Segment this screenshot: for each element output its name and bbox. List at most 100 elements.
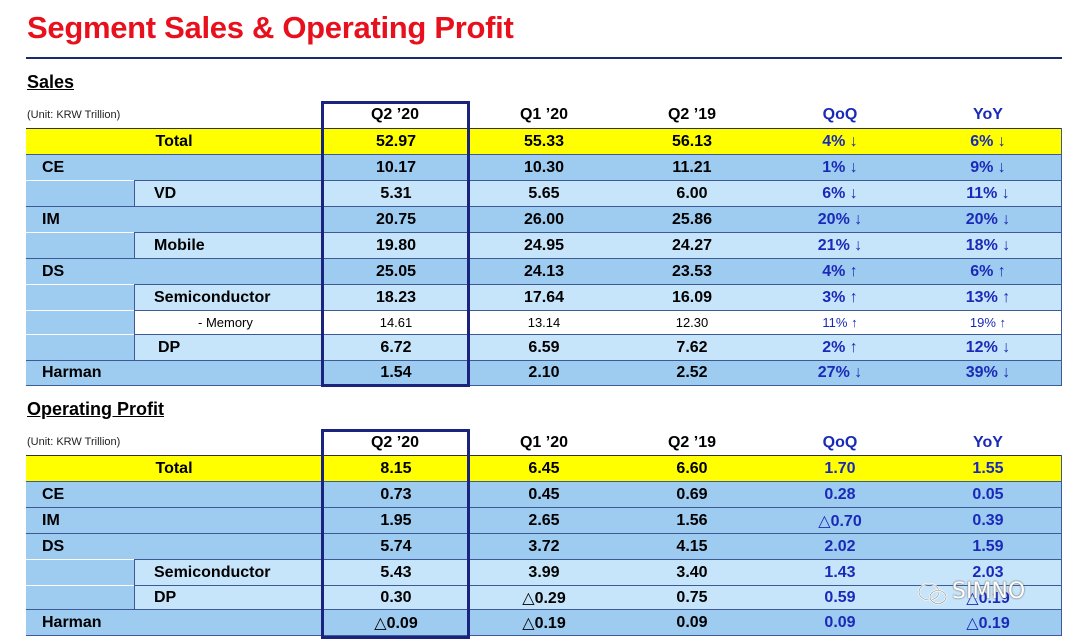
op-col-yoy: YoY [973,434,1003,451]
value-qoq: 20% ↓ [817,210,863,228]
value-yoy: 1.59 [972,537,1004,555]
value-q2-20: 19.80 [375,236,417,254]
value-qoq: 2% ↑ [822,338,858,356]
value-q2-19: 3.40 [676,563,708,581]
row-label: Total [155,459,193,477]
op-row-ce: CE 0.73 0.45 0.69 0.28 0.05 [26,482,1062,507]
row-label: IM [42,511,60,529]
value-yoy: 6% ↑ [970,262,1006,280]
value-q2-19: 11.21 [672,158,712,176]
sales-row-im: IM 20.75 26.00 25.86 20% ↓ 20% ↓ [26,207,1062,232]
value-q1-20: 3.99 [528,563,560,581]
value-yoy: 13% ↑ [965,288,1011,306]
value-q2-19: 0.75 [676,588,708,606]
value-qoq: 1% ↓ [822,158,858,176]
value-q2-19: 24.27 [671,236,713,254]
row-label: DS [42,537,65,555]
value-q1-20: 17.64 [523,288,565,306]
value-q1-20: 3.72 [528,537,560,555]
value-q2-19: 4.15 [676,537,708,555]
value-yoy: 11% ↓ [966,184,1010,202]
sales-col-q2-20: Q2 ’20 [370,106,420,123]
value-yoy: 2.03 [972,563,1004,581]
value-qoq: 27% ↓ [817,364,863,381]
op-col-qoq: QoQ [822,434,858,451]
row-label: DS [42,262,65,280]
watermark-text: SIMNO [952,579,1026,604]
value-q2-19: 12.30 [675,315,709,330]
value-yoy: 9% ↓ [970,158,1006,176]
row-label: DP [154,588,177,606]
row-label: Harman [42,364,102,381]
sales-row-harman: Harman 1.54 2.10 2.52 27% ↓ 39% ↓ [26,361,1062,385]
row-label: VD [154,184,177,202]
op-row-im: IM 1.95 2.65 1.56 △0.70 0.39 [26,508,1062,533]
sales-heading: Sales [27,72,75,92]
value-q2-20: 52.97 [375,132,417,150]
value-q2-20: 14.61 [379,315,413,330]
value-q2-20: 20.75 [375,210,417,228]
row-label: Harman [42,613,102,631]
op-row-total: Total 8.15 6.45 6.60 1.70 1.55 [26,456,1062,481]
value-q2-20: 18.23 [375,288,417,306]
value-q1-20: 13.14 [527,315,561,330]
value-qoq: 0.09 [824,613,856,631]
op-row-harman: Harman △0.09 △0.19 0.09 0.09 △0.19 [26,610,1062,635]
row-label: DP [158,338,181,356]
value-qoq: 0.59 [824,588,856,606]
row-label: CE [42,485,65,503]
value-yoy: 12% ↓ [965,338,1011,356]
value-q2-19: 6.00 [676,184,708,202]
value-qoq: 1.70 [824,459,856,477]
value-q2-20: 0.30 [380,588,412,606]
value-q2-19: 6.60 [676,459,708,477]
value-q2-20: 1.54 [380,364,412,381]
title-rule [26,57,1062,59]
value-yoy: 20% ↓ [965,210,1011,228]
value-qoq: 4% ↓ [822,132,858,150]
value-qoq: 4% ↑ [822,262,858,280]
value-yoy: 19% ↑ [969,315,1007,330]
op-col-q1-20: Q1 ’20 [519,434,569,451]
sales-row-mobile: Mobile 19.80 24.95 24.27 21% ↓ 18% ↓ [26,233,1062,258]
sales-row-vd: VD 5.31 5.65 6.00 6% ↓ 11% ↓ [26,181,1062,206]
value-q2-19: 0.09 [676,613,708,631]
value-yoy: △0.19 [966,589,1010,607]
value-q2-19: 56.13 [671,132,713,150]
value-qoq: 11% ↑ [822,315,858,330]
value-q1-20: 2.10 [528,364,560,381]
row-label: Total [155,132,193,150]
sales-col-yoy: YoY [973,106,1003,123]
value-qoq: 3% ↑ [822,288,858,306]
value-yoy: 39% ↓ [965,364,1011,381]
sales-col-q1-20: Q1 ’20 [519,106,569,123]
value-q2-20: 0.73 [380,485,412,503]
value-q1-20: △0.19 [522,614,566,632]
value-q2-20: 25.05 [375,262,417,280]
row-label: Semiconductor [154,288,271,306]
op-heading: Operating Profit [27,399,165,419]
value-q2-20: 8.15 [380,459,412,477]
op-unit: (Unit: KRW Trillion) [27,436,121,448]
op-col-q2-19: Q2 ’19 [667,434,717,451]
sales-col-qoq: QoQ [822,106,858,123]
value-qoq: 21% ↓ [817,236,863,254]
value-qoq: 1.43 [824,563,856,581]
value-q1-20: 55.33 [523,132,565,150]
sales-row-ce: CE 10.17 10.30 11.21 1% ↓ 9% ↓ [26,155,1062,180]
value-q2-20: △0.09 [374,614,418,632]
value-yoy: 1.55 [972,459,1004,477]
value-q2-20: 6.72 [380,338,412,356]
sales-row-semiconductor: Semiconductor 18.23 17.64 16.09 3% ↑ 13%… [26,285,1062,310]
value-q2-20: 5.31 [380,184,412,202]
sales-unit: (Unit: KRW Trillion) [27,109,121,121]
value-q2-20: 10.17 [375,158,417,176]
value-qoq: 0.28 [824,485,856,503]
value-q2-19: 1.56 [676,511,708,529]
row-label: CE [42,158,65,176]
row-label: Semiconductor [154,563,271,581]
value-qoq: △0.70 [818,512,862,530]
value-q2-19: 0.69 [676,485,708,503]
value-q1-20: 2.65 [528,511,560,529]
op-row-dp: DP 0.30 △0.29 0.75 0.59 △0.19 [26,586,1062,609]
